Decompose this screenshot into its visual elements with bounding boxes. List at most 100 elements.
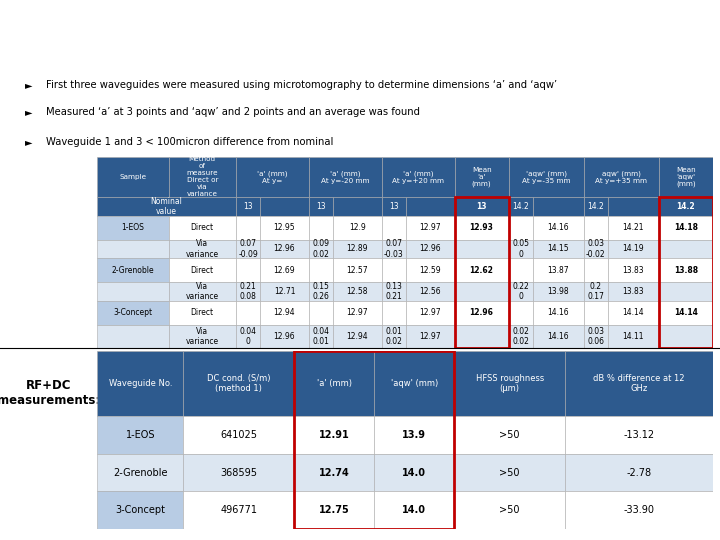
Text: 13.87: 13.87 [547, 266, 569, 275]
Text: 3-Concept: 3-Concept [115, 505, 166, 515]
Text: 14.14: 14.14 [674, 308, 698, 317]
Bar [184, 416, 294, 454]
Bar [374, 351, 454, 416]
Bar [333, 240, 382, 258]
Text: Direct: Direct [191, 223, 214, 232]
Bar [294, 351, 374, 416]
Bar [382, 157, 454, 197]
Bar [508, 325, 533, 348]
Text: 12.59: 12.59 [419, 266, 441, 275]
Text: >50: >50 [500, 430, 520, 440]
Bar [584, 157, 659, 197]
Bar [97, 197, 236, 216]
Text: 13: 13 [477, 202, 487, 211]
Bar [454, 216, 508, 240]
Bar [406, 197, 454, 216]
Bar [333, 216, 382, 240]
Text: 0.21
0.08: 0.21 0.08 [240, 282, 256, 301]
Text: 0.15
0.26: 0.15 0.26 [312, 282, 329, 301]
Bar [97, 325, 168, 348]
Bar [97, 258, 168, 282]
Bar [406, 216, 454, 240]
Text: -2.78: -2.78 [626, 468, 652, 477]
Bar [584, 301, 608, 325]
Text: 12.94: 12.94 [346, 332, 368, 341]
Bar [260, 258, 309, 282]
Text: 12.71: 12.71 [274, 287, 295, 296]
Bar [97, 216, 168, 240]
Bar [168, 282, 236, 301]
Bar [454, 282, 508, 301]
Text: 'aqw' (mm)
At y=-35 mm: 'aqw' (mm) At y=-35 mm [522, 170, 570, 184]
Text: 13: 13 [316, 202, 325, 211]
Bar [659, 301, 713, 325]
Bar [309, 301, 333, 325]
Bar [608, 240, 659, 258]
Bar [168, 258, 236, 282]
Bar [236, 240, 260, 258]
Bar [382, 197, 406, 216]
Bar [454, 325, 508, 348]
Text: 496771: 496771 [220, 505, 257, 515]
Bar [508, 197, 533, 216]
Bar [97, 157, 168, 197]
Bar [584, 325, 608, 348]
Bar [97, 351, 184, 416]
Bar [309, 216, 333, 240]
Bar [659, 282, 713, 301]
Text: Via
variance: Via variance [186, 327, 219, 346]
Text: 14.14: 14.14 [622, 308, 644, 317]
Text: Metrology Results: Metrology Results [175, 18, 545, 52]
Bar [374, 491, 454, 529]
Text: -33.90: -33.90 [624, 505, 654, 515]
Bar [659, 240, 713, 258]
Bar [382, 258, 406, 282]
Bar [333, 301, 382, 325]
Text: 3-Concept: 3-Concept [113, 308, 153, 317]
Text: 14.0: 14.0 [402, 468, 426, 477]
Text: 0.2
0.17: 0.2 0.17 [588, 282, 604, 301]
Bar [454, 351, 565, 416]
Bar [97, 301, 168, 325]
Bar [454, 157, 508, 197]
Bar [533, 301, 584, 325]
Bar [97, 416, 184, 454]
Text: Mean
'aqw'
(mm): Mean 'aqw' (mm) [676, 167, 696, 187]
Bar [184, 491, 294, 529]
Text: -13.12: -13.12 [624, 430, 654, 440]
Text: Direct: Direct [191, 308, 214, 317]
Text: HFSS roughness
(μm): HFSS roughness (μm) [475, 374, 544, 393]
Bar [659, 157, 713, 197]
Text: 12.96: 12.96 [274, 332, 295, 341]
Bar [406, 301, 454, 325]
Text: 12.94: 12.94 [274, 308, 295, 317]
Bar [508, 157, 584, 197]
Text: 12.93: 12.93 [469, 223, 493, 232]
Bar [168, 216, 236, 240]
Text: 12.74: 12.74 [319, 468, 350, 477]
Text: Mean
'a'
(mm): Mean 'a' (mm) [472, 167, 491, 187]
Text: 14.19: 14.19 [622, 245, 644, 253]
Bar [97, 454, 184, 491]
Bar [294, 351, 454, 529]
Bar [608, 325, 659, 348]
Text: First three waveguides were measured using microtomography to determine dimensio: First three waveguides were measured usi… [45, 80, 557, 90]
Bar [236, 197, 260, 216]
Bar [608, 216, 659, 240]
Bar [260, 325, 309, 348]
Text: 'a' (mm)
At y=: 'a' (mm) At y= [257, 170, 288, 184]
Bar [260, 301, 309, 325]
Text: aqw' (mm)
At y=+35 mm: aqw' (mm) At y=+35 mm [595, 170, 647, 184]
Text: 0.07
-0.09: 0.07 -0.09 [238, 239, 258, 259]
Bar [236, 301, 260, 325]
Text: >50: >50 [500, 505, 520, 515]
Text: ►: ► [24, 137, 32, 147]
Bar [608, 301, 659, 325]
Bar [659, 325, 713, 348]
Bar [454, 454, 565, 491]
Bar [584, 282, 608, 301]
Text: 1-EOS: 1-EOS [125, 430, 155, 440]
Bar [533, 325, 584, 348]
Bar [168, 157, 236, 197]
Bar [454, 301, 508, 325]
